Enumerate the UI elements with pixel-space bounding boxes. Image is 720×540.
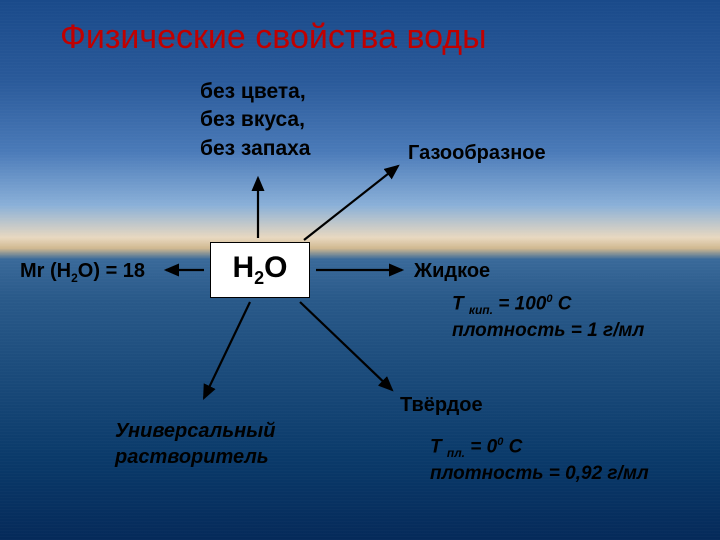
arrow-gas: [304, 166, 398, 240]
detail-line: плотность = 1 г/мл: [452, 319, 644, 344]
page-title: Физические свойства воды: [60, 18, 487, 57]
detail-line: Т пл. = 00 С: [430, 435, 649, 462]
label-line: без цвета,: [200, 78, 311, 106]
label-line: без запаха: [200, 135, 311, 163]
arrow-solvent: [204, 302, 250, 398]
label-line: без вкуса,: [200, 106, 311, 134]
label-liquid: Жидкое: [414, 258, 490, 285]
arrow-solid: [300, 302, 392, 390]
detail-line: плотность = 0,92 г/мл: [430, 462, 649, 487]
solid-detail: Т пл. = 00 Сплотность = 0,92 г/мл: [430, 435, 649, 486]
label-gas: Газообразное: [408, 140, 546, 167]
detail-line: Т кип. = 1000 С: [452, 292, 644, 319]
center-formula-box: H2O: [210, 242, 310, 298]
center-formula: H2O: [232, 251, 287, 289]
label-solvent: Универсальныйрастворитель: [115, 418, 275, 470]
label-line: растворитель: [115, 444, 275, 470]
label-line: Универсальный: [115, 418, 275, 444]
liquid-detail: Т кип. = 1000 Сплотность = 1 г/мл: [452, 292, 644, 343]
label-molmass: Mr (H2O) = 18: [20, 258, 145, 286]
label-solid: Твёрдое: [400, 392, 483, 419]
label-properties-no: без цвета,без вкуса,без запаха: [200, 78, 311, 163]
